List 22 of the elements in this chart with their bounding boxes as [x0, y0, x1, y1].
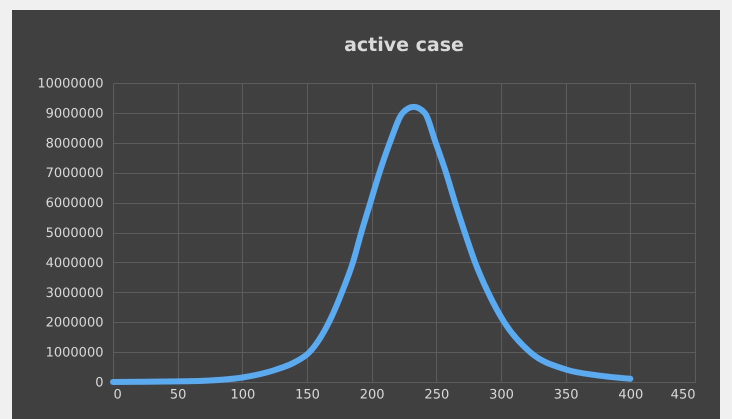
x-tick-label: 100: [230, 388, 256, 402]
x-tick-label: 400: [618, 388, 644, 402]
y-tick-label: 3000000: [46, 286, 104, 301]
y-tick-label: 6000000: [46, 196, 104, 212]
x-tick-label: 300: [489, 388, 514, 402]
y-tick-label: 5000000: [46, 226, 104, 241]
chart-title: active case: [344, 34, 464, 56]
x-tick-label: 50: [170, 388, 186, 402]
y-tick-label: 1000000: [46, 346, 104, 361]
x-tick-label: 250: [424, 388, 450, 402]
x-tick-label: 200: [360, 388, 385, 402]
y-tick-label: 10000000: [37, 76, 104, 92]
x-tick-label: 350: [554, 388, 579, 402]
y-tick-label: 0: [95, 376, 104, 390]
y-tick-label: 9000000: [46, 106, 104, 122]
x-tick-label: 150: [295, 388, 320, 402]
y-tick-label: 7000000: [46, 166, 104, 182]
x-tick-label: 450: [670, 388, 696, 402]
y-tick-label: 4000000: [46, 256, 104, 271]
y-tick-label: 8000000: [46, 136, 104, 152]
y-tick-label: 2000000: [46, 316, 104, 331]
x-tick-label: 0: [114, 388, 122, 402]
